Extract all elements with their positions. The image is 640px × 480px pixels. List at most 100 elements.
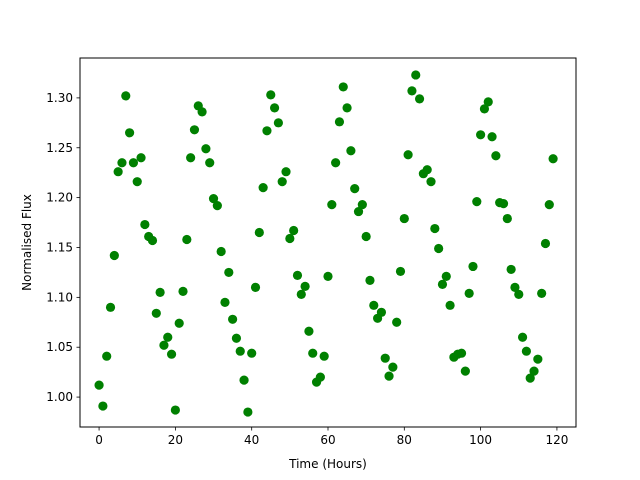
data-point — [102, 351, 112, 361]
x-axis-ticks: 0 20 40 60 80 100 120 — [95, 427, 568, 447]
data-point — [529, 366, 539, 376]
data-point — [384, 371, 394, 381]
data-point — [128, 158, 139, 168]
x-axis-label: Time (Hours) — [288, 457, 367, 471]
data-point — [258, 183, 268, 193]
data-point — [476, 130, 486, 140]
x-tick-label: 100 — [469, 433, 492, 447]
data-point — [525, 373, 535, 383]
data-point — [212, 201, 222, 211]
data-point — [414, 94, 425, 104]
data-point — [105, 302, 116, 312]
data-point — [315, 372, 325, 382]
x-tick-label: 120 — [545, 433, 568, 447]
data-point — [498, 199, 509, 209]
data-point — [178, 286, 188, 296]
data-point — [338, 82, 348, 92]
data-point — [521, 346, 532, 356]
data-point — [266, 90, 276, 100]
data-point — [155, 287, 165, 297]
data-point — [308, 348, 318, 358]
plot-area — [80, 58, 576, 427]
data-point — [479, 104, 490, 114]
data-point — [468, 261, 478, 272]
x-tick-label: 80 — [397, 433, 412, 447]
data-point — [380, 353, 390, 363]
data-point — [430, 223, 440, 234]
data-point — [289, 225, 299, 236]
data-point — [350, 184, 360, 194]
data-point — [537, 288, 547, 298]
data-points — [94, 70, 558, 417]
data-point — [136, 153, 146, 163]
y-tick-label: 1.15 — [46, 240, 73, 254]
data-point — [113, 167, 123, 177]
data-point — [189, 125, 200, 135]
data-point — [411, 70, 421, 80]
data-point — [319, 351, 329, 361]
y-tick-label: 1.30 — [46, 91, 73, 105]
data-point — [422, 165, 432, 175]
data-point — [125, 128, 135, 138]
data-point — [159, 340, 169, 350]
data-point — [94, 380, 104, 390]
data-point — [464, 288, 474, 298]
data-point — [174, 318, 184, 328]
data-point — [456, 348, 467, 358]
data-point — [331, 158, 341, 168]
data-point — [334, 117, 345, 127]
data-point — [205, 158, 215, 168]
data-point — [254, 227, 264, 238]
data-point — [273, 118, 283, 128]
data-point — [239, 375, 249, 385]
data-point — [231, 333, 242, 343]
data-point — [376, 307, 387, 317]
data-point — [170, 405, 180, 415]
y-tick-label: 1.25 — [46, 141, 73, 155]
data-point — [201, 144, 211, 154]
data-point — [117, 158, 127, 168]
data-point — [491, 151, 501, 161]
data-point — [269, 103, 280, 113]
data-point — [445, 300, 455, 310]
y-tick-label: 1.10 — [46, 290, 73, 304]
data-point — [365, 275, 375, 285]
data-point — [392, 317, 402, 327]
data-point — [517, 332, 528, 342]
data-point — [163, 332, 173, 342]
data-point — [182, 234, 192, 245]
data-point — [483, 97, 493, 107]
data-point — [426, 177, 436, 187]
data-point — [285, 233, 295, 244]
data-point — [540, 238, 551, 249]
data-point — [281, 167, 291, 177]
data-point — [292, 270, 303, 281]
x-tick-label: 20 — [168, 433, 183, 447]
data-point — [369, 300, 379, 310]
data-point — [262, 126, 272, 136]
data-point — [403, 150, 413, 160]
data-point — [224, 267, 234, 278]
y-axis-ticks: 1.00 1.05 1.10 1.15 1.20 1.25 1.30 — [46, 91, 80, 404]
data-point — [220, 297, 230, 307]
data-point — [277, 177, 287, 187]
data-point — [228, 314, 238, 324]
data-point — [472, 197, 482, 207]
data-point — [147, 235, 158, 246]
data-point — [346, 146, 356, 156]
data-point — [487, 132, 497, 142]
data-point — [300, 281, 310, 291]
data-point — [197, 107, 207, 117]
data-point — [544, 200, 554, 210]
x-tick-label: 0 — [95, 433, 103, 447]
data-point — [514, 289, 524, 299]
data-point — [533, 354, 543, 364]
data-point — [437, 279, 448, 289]
data-point — [441, 271, 451, 282]
y-tick-label: 1.20 — [46, 191, 73, 205]
data-point — [121, 91, 131, 101]
data-point — [460, 366, 470, 376]
data-point — [151, 308, 161, 318]
data-point — [395, 266, 406, 277]
